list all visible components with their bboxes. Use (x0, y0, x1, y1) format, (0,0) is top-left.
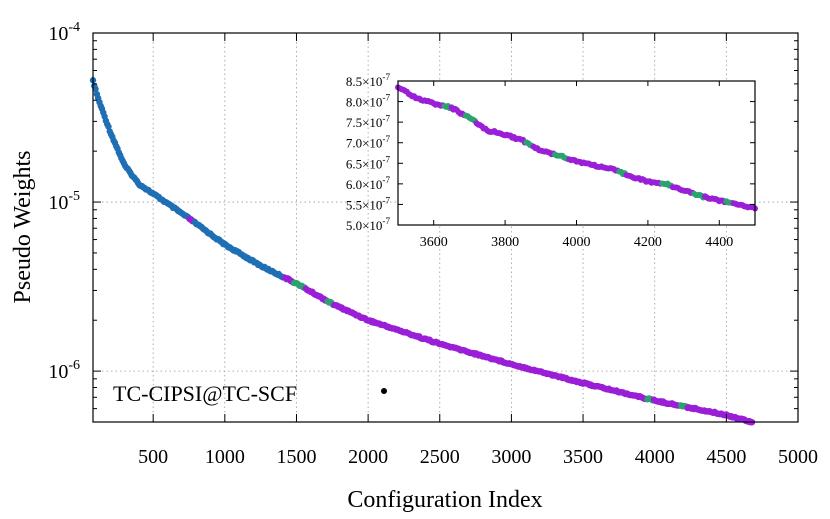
y-axis-label: Pseudo Weights (10, 151, 36, 304)
legend-label: TC-CIPSI@TC-SCF (113, 381, 297, 406)
inset-y-tick-label: 7.0×10-7 (346, 134, 391, 151)
inset-x-tick-label: 4400 (705, 235, 733, 250)
x-tick-label: 2000 (348, 446, 388, 468)
main-y-tick-labels: 10-6 10-5 10-4 (48, 20, 80, 383)
inset-y-tick-label: 6.5×10-7 (346, 154, 391, 171)
x-tick-label: 4500 (706, 446, 746, 468)
x-tick-label: 500 (138, 446, 168, 468)
inset-x-tick-label: 3800 (491, 235, 519, 250)
data-point (105, 123, 112, 130)
inset-y-tick-label: 5.5×10-7 (346, 196, 391, 213)
inset-y-tick-label: 8.5×10-7 (346, 72, 391, 89)
inset-ticks (398, 80, 755, 226)
inset-background (398, 81, 755, 225)
x-tick-label: 5000 (778, 446, 818, 468)
inset-y-tick-label: 8.0×10-7 (346, 93, 391, 110)
main-plot-frame (92, 32, 799, 423)
y-tick-label: 10-4 (48, 20, 80, 45)
main-data-series (89, 77, 756, 426)
x-axis-label: Configuration Index (347, 487, 542, 513)
legend-marker (381, 388, 387, 394)
inset-y-tick-labels: 5.0×10-7 5.5×10-7 6.0×10-7 6.5×10-7 7.0×10-7… (346, 72, 391, 233)
y-tick-label: 10-6 (48, 358, 80, 383)
inset-x-tick-labels: 3600 3800 4000 4200 4400 (420, 235, 734, 250)
main-grid (93, 33, 798, 422)
x-tick-label: 3000 (491, 446, 531, 468)
x-tick-label: 2500 (420, 446, 460, 468)
inset-y-tick-label: 6.0×10-7 (346, 175, 391, 192)
main-x-tick-labels: 500 1000 1500 2000 2500 3000 3500 4000 4500 5000 (138, 446, 818, 468)
inset-x-tick-label: 4000 (563, 235, 591, 250)
inset-x-tick-label: 3600 (420, 235, 448, 250)
inset-x-tick-label: 4200 (634, 235, 662, 250)
x-tick-label: 1500 (276, 446, 316, 468)
inset-data-series (395, 84, 758, 212)
main-ticks (93, 32, 799, 422)
data-point (92, 85, 99, 93)
inset-y-tick-label: 7.5×10-7 (346, 113, 391, 130)
inset-y-tick-label: 5.0×10-7 (346, 216, 391, 233)
x-tick-label: 3500 (563, 446, 603, 468)
y-tick-label: 10-5 (48, 189, 80, 214)
x-tick-label: 1000 (205, 446, 245, 468)
x-tick-label: 4000 (635, 446, 675, 468)
